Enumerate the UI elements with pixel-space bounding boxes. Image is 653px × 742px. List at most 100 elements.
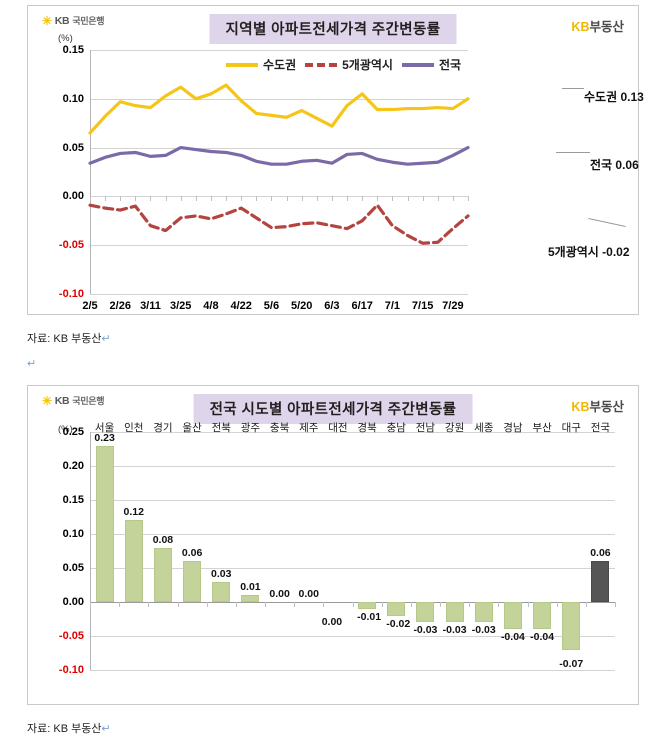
chart2-ytick-label: 0.25	[62, 426, 84, 438]
chart1-xtick-label: 6/3	[324, 300, 340, 312]
chart1-leader-line-전국	[556, 152, 590, 153]
chart2-xtick-mark	[615, 602, 616, 607]
kb-realestate-brand: KB부동산	[571, 16, 624, 35]
chart2-bar-label-충북: 0.00	[269, 588, 290, 600]
chart2-xtick-mark	[206, 602, 208, 607]
chart1-source-text: 자료: KB 부동산	[27, 333, 102, 345]
chart2-xtick-mark	[440, 602, 441, 607]
chart2-ytick-label: 0.15	[62, 494, 84, 506]
chart2-ytick-label: 0.05	[62, 562, 84, 574]
chart1-xtick-mark	[422, 196, 424, 202]
kb-brand-prefix: KB	[571, 20, 590, 34]
kb-kookmin-bank-logo: ✳ KB 국민은행	[42, 14, 105, 27]
kb-star-icon-2: ✳	[42, 393, 52, 408]
chart2-bar-label-강원: -0.03	[442, 624, 467, 637]
chart1-xtick-mark	[105, 196, 107, 202]
chart2-xtick-mark	[527, 602, 529, 607]
chart1-xtick-mark	[256, 196, 258, 202]
chart2-bar-경기	[153, 547, 172, 602]
chart2-bar-인천	[124, 520, 143, 602]
chart2-category-label: 서울	[94, 422, 115, 434]
chart2-xtick-mark	[323, 602, 325, 607]
chart2-gridline	[90, 466, 615, 467]
chart1-xtick-mark	[135, 196, 137, 202]
chart2-category-label: 인천	[124, 422, 144, 434]
chart1-ytick-label: -0.10	[58, 288, 84, 300]
chart2-xtick-mark	[498, 602, 500, 607]
chart1-gridline	[90, 245, 468, 247]
chart1-xtick-label: 7/1	[384, 300, 401, 312]
chart2-gridline	[90, 636, 615, 637]
chart1-ytick-label: 0.15	[62, 44, 84, 56]
chart2-ytick-label: -0.05	[58, 630, 84, 642]
chart2-category-label: 경남	[503, 422, 523, 434]
kb-brand-suffix: 부동산	[589, 20, 624, 34]
chart2-xtick-mark	[148, 602, 150, 607]
chart1-end-label-수도권: 수도권 0.13	[584, 90, 644, 104]
chart1-gridline	[90, 98, 468, 100]
chart2-bar-label-울산: 0.06	[181, 547, 203, 560]
chart2-bar-label-대구: -0.07	[559, 657, 584, 670]
chart2-xtick-mark	[469, 602, 471, 607]
chart1-xtick-mark	[331, 196, 333, 202]
chart2-bar-label-부산: -0.04	[530, 631, 555, 644]
chart2-bar-전남	[416, 602, 435, 623]
chart2-gridline	[90, 432, 615, 433]
chart2-category-label: 충북	[269, 422, 290, 434]
chart2-bar-강원	[445, 602, 464, 623]
chart2-bar-세종	[474, 602, 493, 623]
chart2-bar-label-서울: 0.23	[94, 431, 115, 444]
chart2-category-label: 광주	[240, 422, 261, 434]
chart1-end-label-5개광역시: 5개광역시 -0.02	[548, 245, 630, 259]
chart1-xtick-mark	[468, 196, 469, 202]
chart1-xtick-mark	[210, 196, 212, 202]
chart2-bar-부산	[533, 602, 552, 630]
chart1-xtick-mark	[90, 196, 91, 202]
chart2-xtick-mark	[177, 602, 179, 607]
chart1-xtick-mark	[241, 196, 243, 202]
chart1-legend-item: 전국	[401, 56, 461, 73]
chart-panel-regional-line: ✳ KB 국민은행 지역별 아파트전세가격 주간변동률 KB부동산 (%) 0.…	[27, 5, 644, 315]
chart1-title: 지역별 아파트전세가격 주간변동률	[209, 14, 457, 44]
chart2-bar-label-경북: -0.01	[357, 610, 382, 623]
chart1-xtick-mark	[437, 196, 439, 202]
chart2-xtick-mark	[119, 602, 121, 607]
chart1-source-note: 자료: KB 부동산↵	[27, 330, 111, 346]
chart2-category-label: 충남	[386, 422, 406, 434]
chart1-xtick-label: 7/29	[442, 300, 464, 312]
paragraph-mark-1: ↵	[101, 333, 111, 345]
chart1-xtick-mark	[347, 196, 349, 202]
chart1-xtick-label: 7/15	[411, 300, 434, 312]
chart1-xtick-mark	[271, 196, 273, 202]
chart1-xtick-mark	[180, 196, 182, 202]
chart2-category-label: 세종	[474, 422, 494, 434]
chart2-bar-label-세종: -0.03	[471, 624, 496, 637]
chart1-end-label-전국: 전국 0.06	[590, 158, 639, 172]
chart2-gridline	[90, 670, 615, 671]
chart1-legend-swatch	[305, 62, 338, 67]
chart1-gridline	[90, 50, 468, 51]
chart2-xtick-mark	[556, 602, 558, 607]
chart1-xtick-mark	[226, 196, 228, 202]
chart1-xtick-mark	[165, 196, 167, 202]
paragraph-mark-2: ↵	[101, 723, 111, 735]
chart2-unit-label: (%)	[58, 424, 73, 435]
chart2-category-label: 전국	[590, 422, 611, 434]
chart1-xtick-mark	[407, 196, 409, 202]
chart1-xtick-label: 3/11	[140, 300, 161, 312]
chart1-leader-line-수도권	[562, 88, 584, 89]
chart2-bar-label-충남: -0.02	[386, 617, 411, 630]
chart2-title: 전국 시도별 아파트전세가격 주간변동률	[193, 394, 473, 424]
chart1-legend-item: 5개광역시	[305, 56, 393, 73]
chart2-gridline	[90, 500, 615, 501]
chart2-category-label: 경기	[153, 422, 173, 434]
chart1-legend: 수도권 5개광역시 전국	[226, 56, 461, 73]
chart2-ytick-label: 0.10	[62, 528, 84, 540]
chart2-category-label: 대구	[561, 422, 581, 434]
chart1-gridline	[90, 294, 468, 295]
chart2-bar-label-광주: 0.01	[240, 581, 261, 594]
chart2-ytick-label: 0.00	[62, 596, 84, 608]
chart2-category-label: 울산	[182, 422, 202, 434]
chart2-xtick-mark	[90, 602, 91, 607]
